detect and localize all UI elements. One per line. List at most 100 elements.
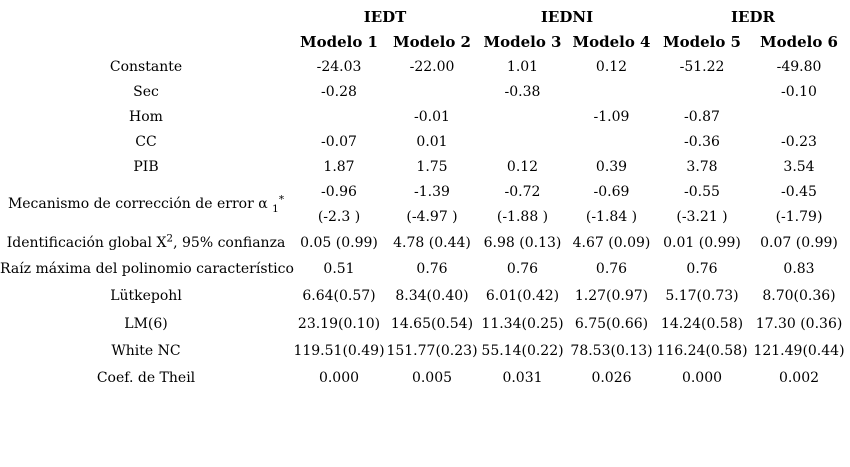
cell bbox=[567, 80, 656, 105]
row-label: PIB bbox=[133, 158, 159, 175]
cell: 55.14(0.22) bbox=[481, 343, 564, 360]
table-row-mecanismo-tstat: (-2.3 ) (-4.97 ) (-1.88 ) (-1.84 ) (-3.2… bbox=[0, 205, 850, 230]
cell: 1.87 bbox=[323, 158, 355, 175]
cell: (-1.79) bbox=[775, 208, 823, 225]
cell: 0.01 (0.99) bbox=[663, 234, 741, 251]
row-label: Coef. de Theil bbox=[96, 370, 196, 387]
cell bbox=[748, 105, 850, 130]
cell: 5.17(0.73) bbox=[665, 288, 739, 305]
cell: -1.09 bbox=[593, 108, 630, 125]
cell: -0.07 bbox=[321, 133, 357, 150]
cell: 0.76 bbox=[416, 261, 448, 278]
cell: -0.87 bbox=[684, 108, 720, 125]
cell: 4.67 (0.09) bbox=[572, 234, 651, 251]
row-label: White NC bbox=[111, 343, 181, 360]
column-header-modelo-2: Modelo 2 bbox=[392, 33, 471, 52]
cell: 119.51(0.49) bbox=[293, 343, 385, 360]
group-header-iedt: IEDT bbox=[363, 7, 407, 26]
cell: 8.34(0.40) bbox=[395, 288, 469, 305]
cell: 6.98 (0.13) bbox=[483, 234, 562, 251]
cell: -0.01 bbox=[414, 108, 450, 125]
cell: 6.75(0.66) bbox=[574, 315, 649, 332]
cell: 14.65(0.54) bbox=[390, 315, 474, 332]
table-row-identificacion-global: Identificación global X2, 95% confianza … bbox=[0, 230, 850, 257]
cell: 0.83 bbox=[783, 261, 815, 278]
cell bbox=[656, 80, 748, 105]
cell: -49.80 bbox=[776, 58, 822, 75]
group-header-row: IEDT IEDNI IEDR bbox=[0, 4, 850, 30]
cell: (-3.21 ) bbox=[676, 208, 728, 225]
cell bbox=[567, 130, 656, 155]
cell: -0.72 bbox=[504, 183, 541, 200]
cell: 0.07 (0.99) bbox=[760, 234, 838, 251]
row-label: Constante bbox=[109, 58, 183, 75]
corner-cell bbox=[0, 4, 292, 30]
cell: 0.002 bbox=[778, 370, 820, 387]
table-row-white-nc: White NC 119.51(0.49) 151.77(0.23) 55.14… bbox=[0, 338, 850, 366]
cell bbox=[292, 105, 386, 130]
table-row-pib: PIB 1.87 1.75 0.12 0.39 3.78 3.54 bbox=[0, 155, 850, 180]
table-row-mecanismo-coef: Mecanismo de corrección de error α 1* -0… bbox=[0, 180, 850, 214]
cell: (-2.3 ) bbox=[317, 208, 361, 225]
cell: -22.00 bbox=[409, 58, 455, 75]
cell: 4.78 (0.44) bbox=[393, 234, 471, 251]
table-row-lutkepohl: Lütkepohl 6.64(0.57) 8.34(0.40) 6.01(0.4… bbox=[0, 283, 850, 311]
cell: 116.24(0.58) bbox=[656, 343, 748, 360]
table-row-cc: CC -0.07 0.01 -0.36 -0.23 bbox=[0, 130, 850, 155]
column-header-modelo-3: Modelo 3 bbox=[483, 33, 562, 52]
cell: -0.36 bbox=[684, 133, 720, 150]
row-label: Raíz máxima del polinomio característico bbox=[0, 261, 294, 278]
cell: -0.28 bbox=[321, 83, 357, 100]
cell: (-1.84 ) bbox=[585, 208, 638, 225]
corner-cell bbox=[0, 30, 292, 55]
cell: -0.96 bbox=[321, 183, 357, 200]
row-label: CC bbox=[135, 133, 157, 150]
cell: 14.24(0.58) bbox=[660, 315, 744, 332]
cell: -0.55 bbox=[684, 183, 720, 200]
cell: 0.05 (0.99) bbox=[300, 234, 378, 251]
table-row-hom: Hom -0.01 -1.09 -0.87 bbox=[0, 105, 850, 130]
results-table: IEDT IEDNI IEDR Modelo 1 Modelo 2 Modelo… bbox=[0, 4, 850, 392]
cell: 78.53(0.13) bbox=[570, 343, 653, 360]
model-header-row: Modelo 1 Modelo 2 Modelo 3 Modelo 4 Mode… bbox=[0, 30, 850, 55]
cell: -0.45 bbox=[781, 183, 817, 200]
cell bbox=[478, 130, 567, 155]
cell: 0.51 bbox=[323, 261, 355, 278]
cell: 0.76 bbox=[595, 261, 628, 278]
cell: 1.01 bbox=[506, 58, 539, 75]
cell: (-1.88 ) bbox=[496, 208, 549, 225]
cell: 0.12 bbox=[595, 58, 628, 75]
cell: -0.23 bbox=[781, 133, 817, 150]
cell: 3.78 bbox=[686, 158, 718, 175]
row-label-text: Mecanismo de corrección de error α bbox=[7, 196, 273, 213]
cell: 6.01(0.42) bbox=[485, 288, 560, 305]
cell: 0.005 bbox=[411, 370, 453, 387]
group-header-iedr: IEDR bbox=[731, 7, 775, 26]
cell: -1.39 bbox=[414, 183, 450, 200]
cell: -51.22 bbox=[679, 58, 725, 75]
column-header-modelo-6: Modelo 6 bbox=[759, 33, 838, 52]
row-label-identificacion: Identificación global X2, 95% confianza bbox=[0, 230, 292, 257]
table-row-lm6: LM(6) 23.19(0.10) 14.65(0.54) 11.34(0.25… bbox=[0, 311, 850, 338]
cell: 1.75 bbox=[416, 158, 448, 175]
cell: 0.000 bbox=[318, 370, 360, 387]
cell: 6.64(0.57) bbox=[302, 288, 376, 305]
cell: -0.38 bbox=[504, 83, 541, 100]
table-row-constante: Constante -24.03 -22.00 1.01 0.12 -51.22… bbox=[0, 55, 850, 80]
cell: 0.01 bbox=[416, 133, 448, 150]
table-row-sec: Sec -0.28 -0.38 -0.10 bbox=[0, 80, 850, 105]
cell: 23.19(0.10) bbox=[297, 315, 381, 332]
table-row-coef-theil: Coef. de Theil 0.000 0.005 0.031 0.026 0… bbox=[0, 366, 850, 392]
column-header-modelo-5: Modelo 5 bbox=[662, 33, 741, 52]
cell: 151.77(0.23) bbox=[386, 343, 478, 360]
cell: -0.10 bbox=[781, 83, 817, 100]
chi-squared-superscript: 2 bbox=[166, 232, 174, 245]
cell: 17.30 (0.36) bbox=[755, 315, 843, 332]
row-label: LM(6) bbox=[124, 315, 168, 332]
cell bbox=[386, 80, 478, 105]
group-header-iedni: IEDNI bbox=[540, 7, 594, 26]
row-label: Hom bbox=[129, 108, 163, 125]
cell: 11.34(0.25) bbox=[481, 315, 564, 332]
cell: 0.76 bbox=[686, 261, 718, 278]
row-label-text: , 95% confianza bbox=[173, 234, 286, 251]
